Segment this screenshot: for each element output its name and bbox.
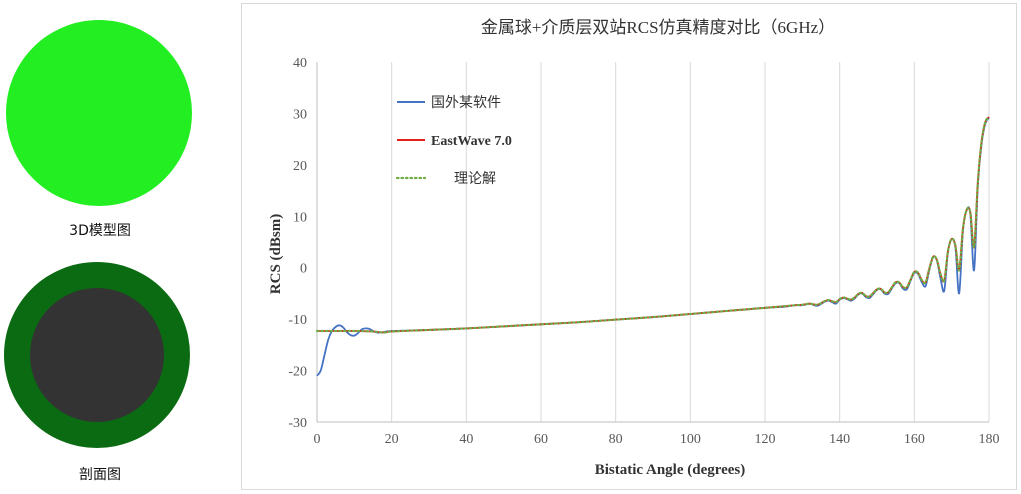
y-tick-label: 0: [300, 262, 307, 277]
x-tick-label: 140: [829, 432, 850, 447]
rcs-chart: 0 20 40 60 80 100 120 140 160 180 -30 -20 -10 0 10 20 30…: [268, 18, 1000, 478]
series-line-eastwave: [316, 116, 990, 334]
x-tick-label: 60: [534, 432, 548, 447]
chart-frame: 0 20 40 60 80 100 120 140 160 180 -30 -20 -10 0 10 20 30…: [241, 3, 1017, 490]
y-tick-label: 30: [293, 107, 307, 122]
x-tick-label: 120: [755, 432, 776, 447]
x-tick-label: 160: [904, 432, 925, 447]
chart-series: [315, 115, 991, 377]
sphere-3d-model: [6, 20, 192, 206]
chart-axes: [316, 62, 989, 423]
model-caption: 3D模型图: [69, 223, 131, 239]
chart-tick-labels: 0 20 40 60 80 100 120 140 160 180 -30 -20 -10 0 10 20 30…: [288, 56, 999, 447]
section-caption: 剖面图: [79, 467, 121, 483]
y-tick-label: 10: [293, 210, 307, 225]
y-tick-label: -20: [288, 365, 307, 380]
series-line-theory: [315, 115, 991, 334]
chart-title: 金属球+介质层双站RCS仿真精度对比（6GHz）: [481, 18, 835, 37]
series-line-foreign-software: [316, 116, 990, 377]
y-tick-label: -30: [288, 416, 307, 431]
chart-legend: 国外某软件 EastWave 7.0 理论解: [395, 95, 512, 187]
legend-label: 理论解: [454, 171, 496, 187]
legend-label: EastWave 7.0: [431, 134, 512, 149]
legend-label: 国外某软件: [431, 95, 501, 111]
y-tick-label: 40: [293, 56, 307, 71]
model-panel: 3D模型图 剖面图: [0, 0, 240, 494]
x-tick-label: 100: [680, 432, 701, 447]
x-tick-label: 80: [609, 432, 623, 447]
x-tick-label: 180: [979, 432, 1000, 447]
y-tick-label: -10: [288, 313, 307, 328]
y-tick-label: 20: [293, 159, 307, 174]
x-tick-label: 20: [385, 432, 399, 447]
chart-grid: [391, 62, 990, 422]
x-tick-label: 40: [459, 432, 473, 447]
section-metal-core: [30, 288, 164, 422]
x-tick-label: 0: [314, 432, 321, 447]
y-axis-label: RCS (dBsm): [268, 214, 284, 294]
x-axis-label: Bistatic Angle (degrees): [595, 462, 746, 478]
